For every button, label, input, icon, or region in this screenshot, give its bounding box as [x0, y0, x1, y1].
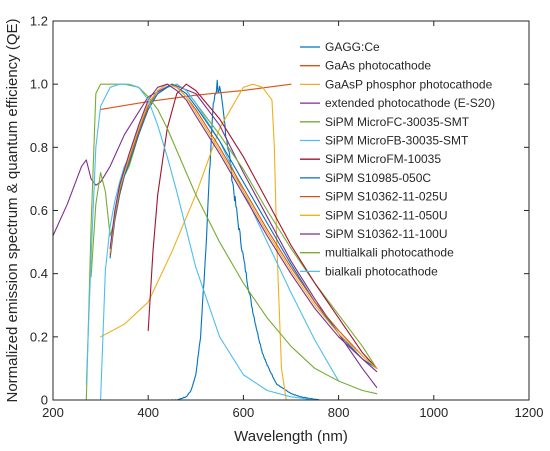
y-tick-label: 0.6	[30, 203, 48, 218]
x-axis-label: Wavelength (nm)	[234, 428, 348, 445]
series-line-10	[109, 83, 378, 373]
y-tick-label: 0.2	[30, 329, 48, 344]
plot-series	[53, 79, 378, 400]
y-tick-label: 0.4	[30, 266, 48, 281]
series-line-12	[85, 83, 316, 400]
series-line-6	[147, 83, 378, 369]
legend-label: bialkali photocathode	[325, 264, 438, 278]
legend-label: SiPM S10362-11-025U	[325, 190, 448, 204]
legend-label: SiPM MicroFM-10035	[325, 152, 441, 166]
legend-label: SiPM MicroFC-30035-SMT	[325, 115, 470, 129]
legend-label: GAGG:Ce	[325, 40, 380, 54]
x-tick-label: 1000	[419, 405, 448, 420]
axes: 200 400 600 800 1000 1200 0 0.2 0.4 0.6 0.8 1.0 1.2	[30, 14, 544, 421]
series-line-9	[109, 83, 378, 369]
x-tick-label: 200	[42, 405, 64, 420]
y-tick-label: 0	[41, 393, 48, 408]
x-tick-label: 1200	[515, 405, 544, 420]
series-line-11	[85, 83, 378, 400]
legend-label: GaAs photocathode	[325, 59, 431, 73]
y-tick-label: 1.0	[30, 77, 48, 92]
series-line-2	[100, 83, 287, 400]
series-line-3	[53, 83, 378, 388]
x-tick-label: 400	[137, 405, 159, 420]
legend-label: multialkali photocathode	[325, 246, 454, 260]
legend-label: GaAsP phosphor photocathode	[325, 77, 493, 91]
legend-label: SiPM S10362-11-050U	[325, 208, 448, 222]
legend: GAGG:Ce GaAs photocathode GaAsP phosphor p…	[300, 40, 495, 278]
series-line-1	[100, 83, 292, 110]
legend-label: SiPM MicroFB-30035-SMT	[325, 134, 469, 148]
x-tick-label: 600	[233, 405, 255, 420]
x-tick-label: 800	[328, 405, 350, 420]
legend-label: SiPM S10362-11-100U	[325, 227, 448, 241]
series-line-0	[166, 79, 321, 400]
legend-label: SiPM S10985-050C	[325, 171, 431, 185]
y-tick-label: 1.2	[30, 14, 48, 29]
y-axis-label: Normalized emission spectrum & quantum e…	[4, 18, 21, 402]
legend-label: extended photocathode (E-S20)	[325, 96, 495, 110]
y-tick-label: 0.8	[30, 140, 48, 155]
